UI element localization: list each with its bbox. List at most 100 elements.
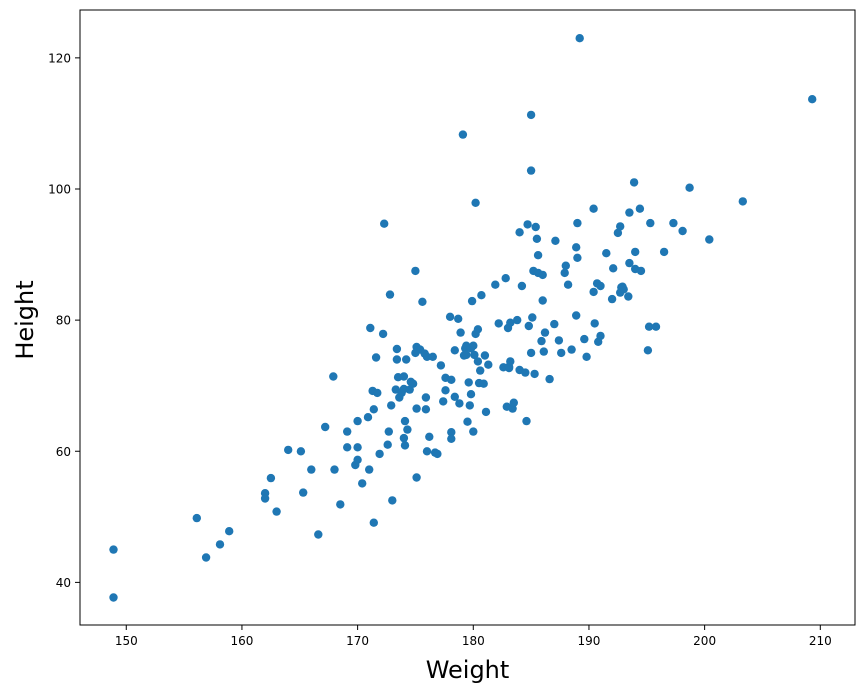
data-point xyxy=(471,198,480,207)
x-tick-label: 150 xyxy=(115,634,138,648)
data-point xyxy=(524,321,533,331)
data-point xyxy=(501,274,510,283)
data-point xyxy=(353,443,362,452)
data-point xyxy=(433,449,442,459)
data-points xyxy=(109,34,817,602)
data-point xyxy=(494,319,503,328)
x-tick-label: 170 xyxy=(346,634,369,648)
data-point xyxy=(272,507,281,516)
x-tick-label: 180 xyxy=(462,634,485,648)
data-point xyxy=(602,249,611,258)
data-point xyxy=(399,372,409,381)
data-point xyxy=(561,261,570,270)
data-point xyxy=(412,473,421,482)
data-point xyxy=(607,294,617,304)
data-point xyxy=(412,404,421,413)
data-point xyxy=(563,280,573,289)
data-point xyxy=(738,197,747,206)
data-point xyxy=(644,322,654,331)
data-point xyxy=(643,346,653,355)
data-point xyxy=(418,297,427,306)
data-point xyxy=(392,355,402,364)
data-point xyxy=(526,110,536,120)
data-point xyxy=(624,292,633,301)
data-point xyxy=(411,266,420,276)
data-point xyxy=(466,390,476,399)
data-point xyxy=(464,378,473,387)
data-point xyxy=(284,445,293,455)
data-point xyxy=(421,393,431,402)
data-point xyxy=(455,399,464,408)
data-point xyxy=(454,314,463,323)
data-point xyxy=(575,34,584,43)
data-point xyxy=(109,593,118,602)
data-point xyxy=(392,344,402,354)
y-tick-label: 60 xyxy=(56,445,71,459)
data-point xyxy=(678,226,687,236)
data-point xyxy=(613,228,623,238)
data-point xyxy=(572,243,581,252)
data-point xyxy=(560,268,569,278)
data-point xyxy=(473,325,483,334)
x-tick-label: 160 xyxy=(230,634,253,648)
data-point xyxy=(458,130,468,139)
data-point xyxy=(456,328,465,337)
y-axis-title: Height xyxy=(11,280,39,359)
data-point xyxy=(526,166,536,175)
data-point xyxy=(590,319,599,328)
data-point xyxy=(447,434,456,443)
data-point xyxy=(469,341,478,350)
data-point xyxy=(266,473,276,483)
data-point xyxy=(299,488,308,497)
data-point xyxy=(400,441,410,450)
data-point xyxy=(353,416,362,426)
data-point xyxy=(596,331,605,341)
data-point xyxy=(470,350,479,360)
data-point xyxy=(363,413,373,422)
data-point xyxy=(425,432,434,441)
data-point xyxy=(619,285,628,294)
data-point xyxy=(537,336,546,346)
data-point xyxy=(530,369,539,379)
data-point xyxy=(506,357,515,366)
data-point xyxy=(491,280,500,289)
data-point xyxy=(573,218,582,228)
data-point xyxy=(539,347,548,356)
data-point xyxy=(369,405,378,414)
data-point xyxy=(422,352,432,361)
data-point xyxy=(550,319,559,329)
data-point xyxy=(572,311,581,320)
data-point xyxy=(506,318,515,327)
data-point xyxy=(109,545,118,554)
data-point xyxy=(531,222,540,232)
data-point xyxy=(314,530,323,539)
data-point xyxy=(375,449,384,459)
data-point xyxy=(380,219,389,228)
data-point xyxy=(260,494,270,503)
data-point xyxy=(387,401,396,410)
data-point xyxy=(421,405,431,414)
data-point xyxy=(447,375,456,384)
data-point xyxy=(646,218,655,228)
data-point xyxy=(225,527,234,536)
data-point xyxy=(366,323,375,333)
data-point xyxy=(557,348,566,358)
data-point xyxy=(330,465,339,474)
data-point xyxy=(369,518,378,527)
data-point xyxy=(522,416,531,426)
data-point xyxy=(685,183,694,192)
data-point xyxy=(201,553,211,562)
y-tick-label: 120 xyxy=(48,51,71,65)
data-point xyxy=(532,234,542,243)
data-point xyxy=(307,465,316,474)
data-point xyxy=(462,350,471,360)
data-point xyxy=(513,315,522,325)
data-point xyxy=(371,353,381,362)
plot-frame xyxy=(79,9,856,626)
data-point xyxy=(517,281,527,291)
data-point xyxy=(509,398,518,407)
data-point xyxy=(582,352,591,361)
data-point xyxy=(580,334,589,344)
data-point xyxy=(636,266,646,276)
